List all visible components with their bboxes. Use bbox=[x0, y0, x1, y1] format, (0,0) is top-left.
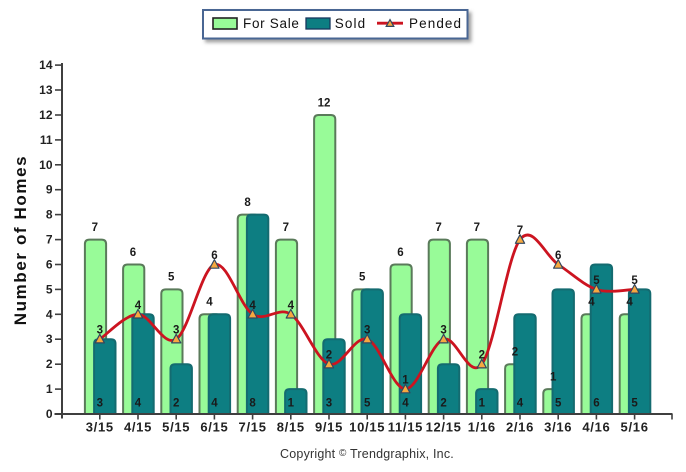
svg-text:4: 4 bbox=[211, 398, 218, 410]
svg-text:6/15: 6/15 bbox=[200, 420, 228, 435]
svg-text:7: 7 bbox=[435, 222, 441, 234]
svg-text:5/15: 5/15 bbox=[162, 420, 190, 435]
svg-text:6: 6 bbox=[397, 247, 403, 259]
svg-text:2: 2 bbox=[326, 350, 332, 362]
svg-text:3: 3 bbox=[97, 398, 103, 410]
svg-text:5: 5 bbox=[593, 275, 600, 287]
svg-text:9/15: 9/15 bbox=[315, 420, 343, 435]
svg-text:Copyright © Trendgraphix, Inc.: Copyright © Trendgraphix, Inc. bbox=[280, 447, 454, 461]
svg-text:5/16: 5/16 bbox=[621, 420, 649, 435]
svg-text:4: 4 bbox=[249, 300, 256, 312]
svg-text:1: 1 bbox=[288, 398, 295, 410]
svg-text:6: 6 bbox=[46, 258, 53, 272]
svg-text:2/16: 2/16 bbox=[506, 420, 534, 435]
svg-text:5: 5 bbox=[631, 398, 638, 410]
svg-text:1: 1 bbox=[479, 398, 486, 410]
svg-text:3: 3 bbox=[364, 325, 370, 337]
svg-text:4: 4 bbox=[626, 297, 633, 309]
svg-text:7: 7 bbox=[283, 222, 289, 234]
svg-text:4: 4 bbox=[135, 398, 142, 410]
svg-text:4: 4 bbox=[46, 307, 53, 321]
svg-text:5: 5 bbox=[46, 282, 53, 296]
svg-text:2: 2 bbox=[46, 357, 53, 371]
svg-text:3: 3 bbox=[440, 325, 446, 337]
svg-text:13: 13 bbox=[39, 83, 53, 97]
svg-text:5: 5 bbox=[631, 275, 638, 287]
svg-text:8/15: 8/15 bbox=[277, 420, 305, 435]
svg-text:10/15: 10/15 bbox=[349, 420, 385, 435]
svg-text:4: 4 bbox=[517, 398, 524, 410]
svg-text:3/15: 3/15 bbox=[86, 420, 114, 435]
svg-text:4: 4 bbox=[288, 300, 295, 312]
svg-text:5: 5 bbox=[555, 398, 562, 410]
svg-text:5: 5 bbox=[364, 398, 371, 410]
svg-text:For Sale: For Sale bbox=[243, 16, 300, 31]
svg-text:7: 7 bbox=[517, 225, 523, 237]
svg-text:7: 7 bbox=[92, 222, 98, 234]
svg-text:6: 6 bbox=[211, 250, 217, 262]
svg-text:0: 0 bbox=[46, 407, 53, 421]
svg-text:1: 1 bbox=[402, 375, 409, 387]
svg-text:9: 9 bbox=[46, 183, 53, 197]
svg-text:4: 4 bbox=[135, 300, 142, 312]
svg-text:2: 2 bbox=[173, 398, 179, 410]
svg-text:8: 8 bbox=[249, 398, 256, 410]
svg-text:6: 6 bbox=[555, 250, 561, 262]
svg-text:Pended: Pended bbox=[409, 16, 462, 31]
svg-text:3: 3 bbox=[326, 398, 332, 410]
svg-text:3/16: 3/16 bbox=[544, 420, 572, 435]
svg-text:7/15: 7/15 bbox=[239, 420, 267, 435]
svg-text:4: 4 bbox=[588, 297, 595, 309]
svg-text:3: 3 bbox=[46, 332, 53, 346]
svg-text:4: 4 bbox=[402, 398, 409, 410]
svg-text:Sold: Sold bbox=[335, 16, 366, 31]
svg-text:12: 12 bbox=[318, 97, 331, 109]
svg-text:3: 3 bbox=[97, 325, 103, 337]
svg-text:4: 4 bbox=[206, 297, 213, 309]
svg-text:2: 2 bbox=[479, 350, 485, 362]
svg-text:6: 6 bbox=[593, 398, 599, 410]
svg-text:Number of Homes: Number of Homes bbox=[11, 155, 30, 325]
svg-text:4/16: 4/16 bbox=[582, 420, 610, 435]
svg-text:5: 5 bbox=[168, 272, 175, 284]
svg-text:2: 2 bbox=[512, 347, 518, 359]
svg-text:11: 11 bbox=[40, 133, 53, 147]
svg-text:12/15: 12/15 bbox=[426, 420, 462, 435]
svg-text:3: 3 bbox=[173, 325, 179, 337]
svg-text:1/16: 1/16 bbox=[468, 420, 496, 435]
svg-text:7: 7 bbox=[46, 233, 53, 247]
svg-text:10: 10 bbox=[39, 158, 53, 172]
svg-text:12: 12 bbox=[39, 108, 53, 122]
svg-text:5: 5 bbox=[359, 272, 366, 284]
svg-text:1: 1 bbox=[550, 371, 557, 383]
svg-text:6: 6 bbox=[130, 247, 136, 259]
svg-text:2: 2 bbox=[440, 398, 446, 410]
svg-text:11/15: 11/15 bbox=[388, 420, 423, 435]
svg-text:7: 7 bbox=[474, 222, 480, 234]
svg-text:4/15: 4/15 bbox=[124, 420, 152, 435]
svg-text:8: 8 bbox=[46, 208, 53, 222]
svg-text:1: 1 bbox=[46, 382, 53, 396]
svg-text:8: 8 bbox=[244, 197, 251, 209]
svg-text:14: 14 bbox=[39, 58, 53, 72]
